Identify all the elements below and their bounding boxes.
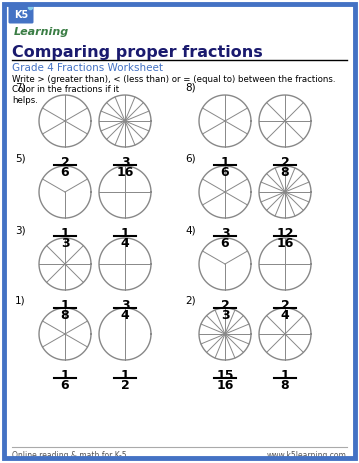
Text: Online reading & math for K-5: Online reading & math for K-5 <box>12 450 127 459</box>
Text: 4: 4 <box>121 237 129 250</box>
Text: 2: 2 <box>61 156 69 169</box>
Text: 1: 1 <box>61 226 69 239</box>
Text: Comparing proper fractions: Comparing proper fractions <box>12 45 263 60</box>
Text: 15: 15 <box>216 368 234 381</box>
Text: 6: 6 <box>61 378 69 391</box>
Text: www.k5learning.com: www.k5learning.com <box>267 450 347 459</box>
Text: 8): 8) <box>185 83 196 93</box>
Text: 3: 3 <box>221 308 229 321</box>
Text: 6: 6 <box>221 237 229 250</box>
Text: 5): 5) <box>15 154 25 163</box>
Text: 1: 1 <box>281 368 289 381</box>
Text: 1: 1 <box>61 368 69 381</box>
Text: Learning: Learning <box>14 27 69 37</box>
Text: 1: 1 <box>61 298 69 311</box>
Text: 1: 1 <box>221 156 229 169</box>
Text: 8: 8 <box>281 166 289 179</box>
Text: 8: 8 <box>61 308 69 321</box>
Text: K5: K5 <box>14 10 28 20</box>
Text: 3: 3 <box>61 237 69 250</box>
Text: 8: 8 <box>281 378 289 391</box>
Text: 3): 3) <box>15 225 25 236</box>
Text: 2: 2 <box>281 156 289 169</box>
Text: 16: 16 <box>116 166 134 179</box>
Text: Write > (greater than), < (less than) or = (equal to) between the fractions. Col: Write > (greater than), < (less than) or… <box>12 75 336 105</box>
Text: 7): 7) <box>15 83 25 93</box>
Text: 3: 3 <box>121 156 129 169</box>
FancyBboxPatch shape <box>9 6 33 25</box>
Text: 1: 1 <box>121 226 129 239</box>
Text: 12: 12 <box>276 226 294 239</box>
Text: Grade 4 Fractions Worksheet: Grade 4 Fractions Worksheet <box>12 63 163 73</box>
Text: 3: 3 <box>121 298 129 311</box>
Text: 16: 16 <box>276 237 294 250</box>
Text: 16: 16 <box>216 378 234 391</box>
Text: 3: 3 <box>221 226 229 239</box>
Text: 1: 1 <box>121 368 129 381</box>
Text: 6: 6 <box>61 166 69 179</box>
Text: 4: 4 <box>281 308 289 321</box>
Text: 4): 4) <box>185 225 196 236</box>
Text: 2): 2) <box>185 295 196 305</box>
Text: 4: 4 <box>121 308 129 321</box>
Text: 1): 1) <box>15 295 25 305</box>
Text: 2: 2 <box>221 298 229 311</box>
Text: 2: 2 <box>121 378 129 391</box>
Text: 6: 6 <box>221 166 229 179</box>
Text: 2: 2 <box>281 298 289 311</box>
Text: 6): 6) <box>185 154 196 163</box>
